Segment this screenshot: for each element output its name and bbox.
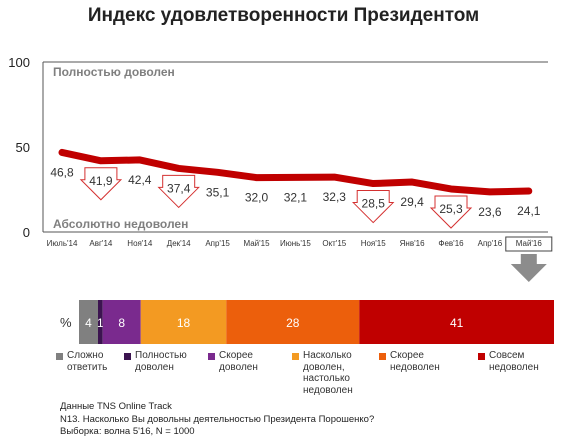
legend-label: Полностью доволен	[135, 350, 187, 373]
segment-label: 28	[286, 316, 300, 330]
annotation-top: Полностью доволен	[53, 65, 175, 79]
stacked-bar-chart: % 4 1 8 18 28 41	[60, 300, 554, 344]
x-tick-label: Авг'14	[89, 239, 112, 248]
y-tick-label: 0	[23, 225, 30, 240]
legend-label: Насколько доволен, настолько недоволен	[303, 350, 353, 396]
decline-arrow-icon	[429, 195, 473, 229]
stack-segment	[226, 300, 360, 344]
data-label: 32,3	[323, 190, 347, 204]
data-label: 41,9	[89, 174, 113, 188]
decline-arrow-icon	[351, 190, 395, 224]
legend-label: Скорее доволен	[219, 350, 258, 373]
data-label: 29,4	[400, 195, 424, 209]
x-tick-label: Ноя'14	[127, 239, 153, 248]
source-note: Данные TNS Online Track N13. Насколько В…	[60, 401, 374, 439]
x-tick-label: Ноя'15	[361, 239, 387, 248]
x-tick-label: Апр'15	[205, 239, 230, 248]
legend-swatch	[208, 353, 215, 360]
chart-title: Индекс удовлетворенности Президентом	[87, 5, 480, 26]
data-label: 23,6	[478, 205, 502, 219]
question-line: N13. Насколько Вы довольны деятельностью…	[60, 413, 375, 425]
legend-swatch	[478, 353, 485, 360]
segment-label: 18	[177, 316, 191, 330]
series-line	[58, 148, 533, 196]
legend: Сложно ответить Полностью доволен Скорее…	[56, 350, 556, 402]
x-tick-label: Май'16	[516, 239, 543, 248]
stack-segment	[359, 300, 554, 344]
legend-label: Совсем недоволен	[489, 350, 539, 373]
x-tick-label: Дек'14	[167, 239, 191, 248]
data-label: 32,0	[245, 191, 269, 205]
unit-label: %	[60, 315, 72, 330]
decline-arrow-icon	[157, 174, 200, 209]
stack-segment	[140, 300, 227, 344]
x-tick-label: Июнь'15	[280, 239, 311, 248]
down-arrow-icon	[510, 254, 547, 282]
x-tick-label: Апр'16	[478, 239, 503, 248]
x-tick-label: Июль'14	[47, 239, 78, 248]
stack-segment	[102, 300, 141, 344]
segment-label: 4	[85, 316, 92, 330]
data-label: 35,1	[206, 185, 230, 199]
line-chart: 0 50 100 Полностью доволен Абсолютно недовол…	[8, 55, 553, 282]
legend-swatch	[292, 353, 299, 360]
legend-swatch	[379, 353, 386, 360]
x-tick-label: Янв'16	[400, 239, 425, 248]
x-tick-label: Май'15	[243, 239, 270, 248]
segment-label: 41	[450, 316, 464, 330]
stack-segment	[98, 300, 103, 344]
source-line: Данные TNS Online Track	[60, 401, 172, 412]
legend-label: Сложно ответить	[67, 350, 108, 373]
data-label: 28,5	[362, 197, 386, 211]
data-label: 37,4	[167, 181, 191, 195]
sample-line: Выборка: волна 5'16, N = 1000	[60, 426, 195, 437]
x-tick-label: Фев'16	[438, 239, 464, 248]
x-tick-label: Окт'15	[322, 239, 346, 248]
annotation-bottom: Абсолютно недоволен	[53, 217, 188, 231]
data-label: 25,3	[439, 202, 463, 216]
segment-label: 1	[97, 316, 104, 330]
data-label: 46,8	[50, 165, 74, 179]
legend-swatch	[124, 353, 131, 360]
highlight-box	[505, 236, 553, 252]
legend-label: Скорее недоволен	[390, 350, 440, 373]
decline-arrow-icon	[79, 167, 123, 201]
data-label: 32,1	[284, 190, 308, 204]
data-label: 24,1	[517, 204, 541, 218]
y-tick-label: 50	[16, 140, 30, 155]
segment-label: 8	[118, 316, 125, 330]
y-tick-label: 100	[8, 55, 30, 70]
stack-segment	[79, 300, 98, 344]
legend-swatch	[56, 353, 63, 360]
data-label: 42,4	[128, 173, 152, 187]
